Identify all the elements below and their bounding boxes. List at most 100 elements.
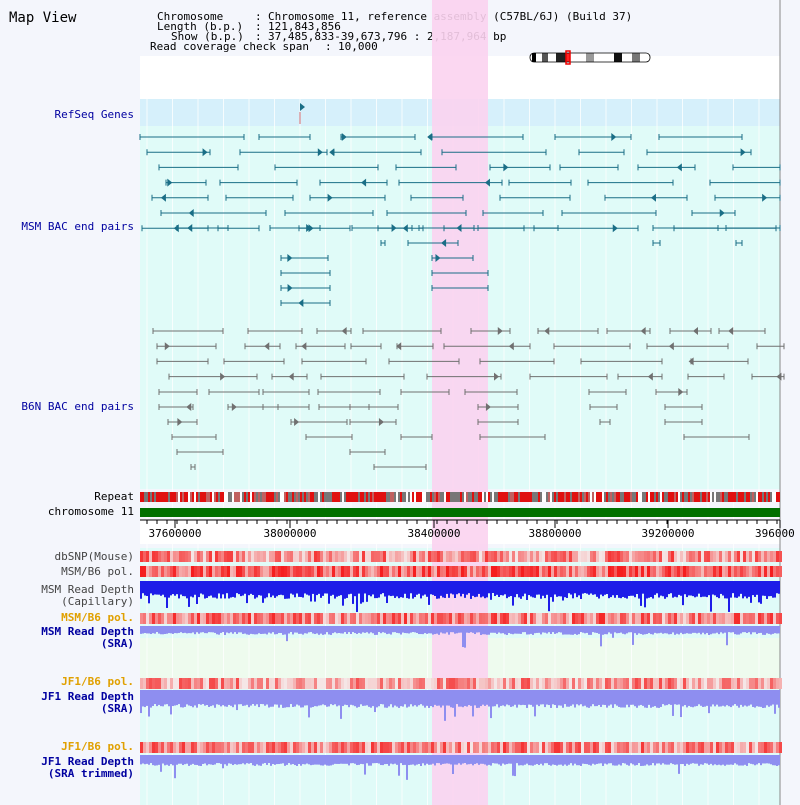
msm-b6-pol-heat-cell <box>638 566 641 577</box>
repeat-element <box>288 492 290 502</box>
repeat-element <box>650 492 652 502</box>
jf1-b6-pol-heat-cell <box>419 678 422 689</box>
msm-b6-pol-heat-cell <box>377 613 380 624</box>
dbsnp-heat-cell <box>140 551 143 562</box>
msm-b6-pol-heat-cell <box>638 613 641 624</box>
msm-sra-depth-bar <box>436 626 438 634</box>
msm-b6-pol-heat-cell <box>779 613 782 624</box>
jf1-sra-depth-bar <box>236 690 238 711</box>
msm-b6-pol-heat-cell <box>713 566 716 577</box>
msm-sra-depth-bar <box>160 626 162 635</box>
jf1-trimmed-depth-bar <box>620 755 622 766</box>
jf1-trimmed-depth-bar <box>768 755 770 764</box>
msm-bac-pair-arrow <box>762 193 768 202</box>
msm-sra-depth-bar <box>566 626 568 635</box>
jf1-b6-pol-heat-cell <box>374 742 377 753</box>
msm-bac-track[interactable] <box>139 133 781 307</box>
msm-b6-pol-heat-cell <box>656 566 659 577</box>
msm-capillary-depth-bar <box>536 581 538 595</box>
jf1-sra-depth-bar <box>364 690 366 706</box>
msm-capillary-depth-bar <box>398 581 400 599</box>
track-label-msm-bac[interactable]: MSM BAC end pairs <box>21 220 134 233</box>
jf1-b6-pol-heat-cell <box>218 678 221 689</box>
msm-capillary-depth-bar <box>632 581 634 596</box>
msm-sra-depth-bar <box>494 626 496 633</box>
ideogram-band <box>542 53 548 62</box>
track-label-refseq[interactable]: RefSeq Genes <box>54 108 134 121</box>
repeat-element <box>764 492 766 502</box>
msm-capillary-depth-bar <box>172 581 174 595</box>
b6n-bac-track[interactable] <box>152 327 785 470</box>
msm-b6-pol-heat-cell <box>770 566 773 577</box>
chromosome-ideogram[interactable] <box>529 50 651 65</box>
msm-b6-pol-heat-cell <box>389 613 392 624</box>
jf1-sra-depth-bar <box>476 690 478 708</box>
jf1-sra-depth-bar <box>294 690 296 707</box>
jf1-sra-depth-bar <box>378 690 380 707</box>
msm-b6-pol-heat-cell <box>614 613 617 624</box>
msm-sra-depth-bar <box>324 626 326 635</box>
jf1-trimmed-depth-bar <box>524 755 526 765</box>
msm-sra-depth-bar <box>640 626 642 634</box>
msm-b6-pol-heat-cell <box>737 613 740 624</box>
repeat-element <box>604 492 606 502</box>
msm-b6-pol-heat-cell <box>692 613 695 624</box>
msm-capillary-depth-bar <box>612 581 614 596</box>
jf1-b6-pol-heat-cell <box>371 742 374 753</box>
msm-b6-pol-heat-cell <box>668 566 671 577</box>
jf1-trimmed-depth-bar <box>742 755 744 766</box>
jf1-trimmed-depth-bar <box>544 755 546 764</box>
msm-sra-depth-bar <box>738 626 740 635</box>
jf1-sra-depth-bar <box>182 690 184 708</box>
msm-b6-pol-heat-cell <box>749 613 752 624</box>
repeat-element <box>668 492 670 502</box>
jf1-sra-depth-bar <box>408 690 410 707</box>
jf1-trimmed-depth-bar <box>556 755 558 766</box>
msm-b6-pol-heat-cell <box>293 566 296 577</box>
dbsnp-heat-cell <box>314 551 317 562</box>
msm-b6-pol-heat-cell <box>731 566 734 577</box>
msm-sra-depth-bar <box>140 626 142 634</box>
msm-sra-depth-bar <box>388 626 390 634</box>
msm-b6-pol-heat-cell <box>206 566 209 577</box>
msm-b6-pol-heat-cell <box>269 566 272 577</box>
repeat-element <box>290 492 292 502</box>
jf1-trimmed-depth-bar <box>330 755 332 766</box>
dbsnp-heat-cell <box>539 551 542 562</box>
msm-b6-pol-heat-cell <box>671 566 674 577</box>
msm-b6-pol-heat-cell <box>704 613 707 624</box>
msm-capillary-depth-bar <box>602 581 604 597</box>
msm-capillary-depth-bar <box>440 581 442 596</box>
jf1-sra-depth-bar <box>546 690 548 705</box>
jf1-trimmed-depth-bar <box>418 755 420 765</box>
msm-sra-depth-bar <box>514 626 516 634</box>
jf1-b6-pol-heat-cell <box>467 742 470 753</box>
jf1-sra-depth-bar <box>592 690 594 705</box>
msm-b6-pol-heat-cell <box>464 613 467 624</box>
dbsnp-heat-cell <box>434 551 437 562</box>
msm-sra-depth-bar <box>362 626 364 633</box>
jf1-b6-pol-heat-cell <box>764 678 767 689</box>
jf1-b6-pol-heat-cell <box>365 678 368 689</box>
jf1-sra-depth-bar <box>520 690 522 706</box>
dbsnp-heat-cell <box>440 551 443 562</box>
refseq-gene-track[interactable] <box>299 103 305 124</box>
msm-b6-pol-heat-cell <box>584 613 587 624</box>
axis-tick-label: 39200000 <box>641 527 695 540</box>
dbsnp-heat-cell <box>641 551 644 562</box>
jf1-sra-depth-bar <box>350 690 352 705</box>
track-label-b6n-bac[interactable]: B6N BAC end pairs <box>21 400 134 413</box>
msm-sra-depth-bar <box>172 626 174 634</box>
repeat-element <box>300 492 302 502</box>
b6n-bac-pair-arrow <box>396 342 402 351</box>
msm-capillary-depth-bar <box>702 581 704 597</box>
msm-b6-pol-heat-cell <box>140 566 143 577</box>
repeat-element <box>484 492 486 502</box>
msm-sra-depth-bar <box>548 626 550 633</box>
msm-b6-pol-heat-cell <box>701 613 704 624</box>
jf1-b6-pol-heat-cell <box>455 742 458 753</box>
jf1-b6-pol-heat-cell <box>272 678 275 689</box>
jf1-b6-pol-heat-cell <box>296 742 299 753</box>
jf1-sra-depth-bar <box>412 690 414 707</box>
